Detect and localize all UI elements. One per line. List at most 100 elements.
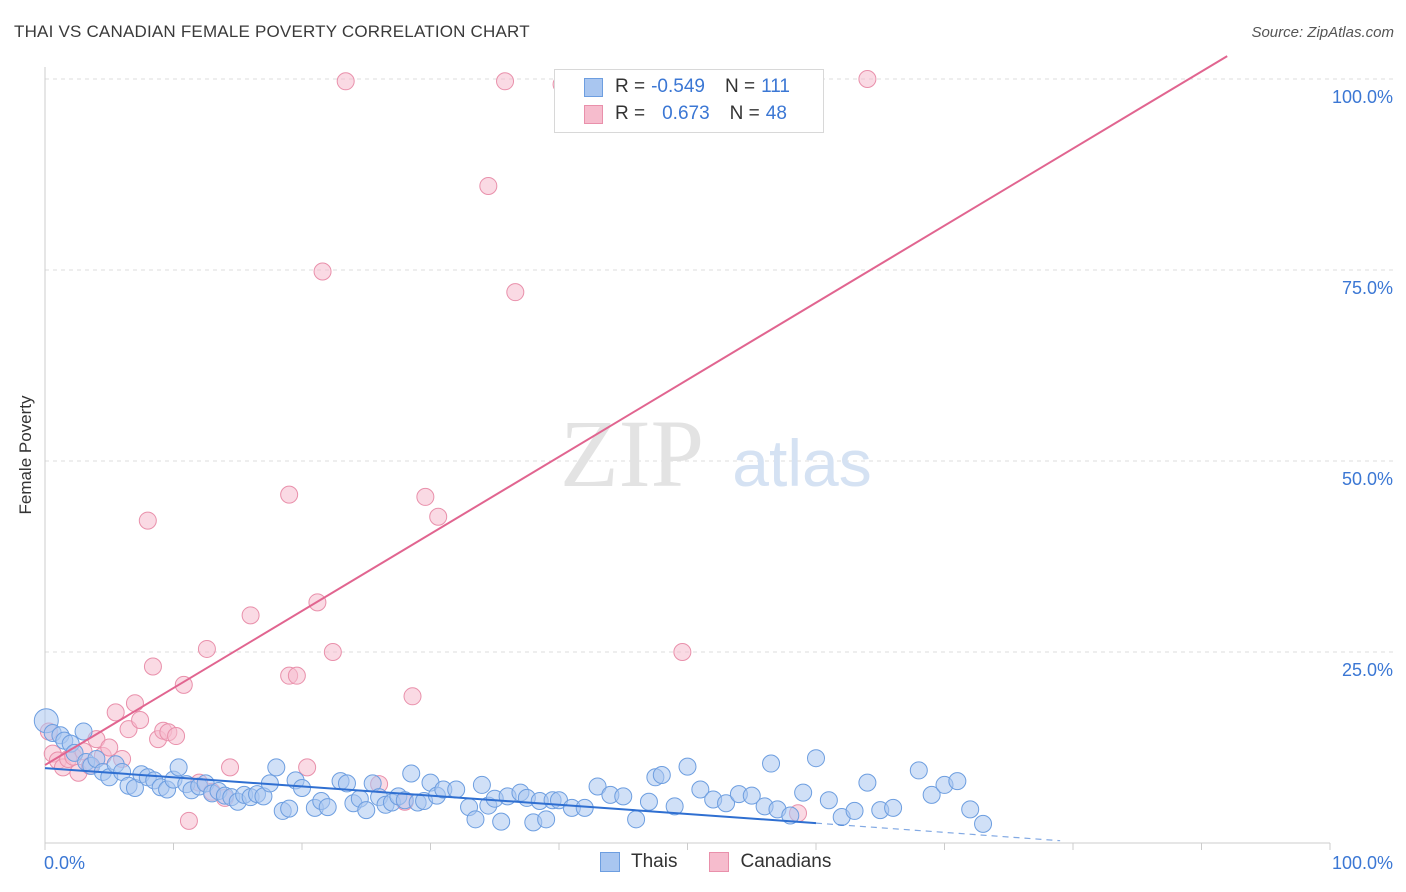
legend-item-thais[interactable]: Thais [600, 851, 677, 873]
legend-row-canadians: R = 0.673 N = 48 [555, 101, 787, 127]
series-legend: Thais Canadians [600, 851, 863, 873]
watermark-zip: ZIP [560, 400, 704, 507]
canadians-legend-swatch [709, 852, 730, 872]
thais-point [678, 757, 697, 776]
thais-point [169, 758, 188, 777]
trend-lines [44, 55, 1228, 842]
canadians-point [197, 639, 216, 658]
canadians-point [416, 487, 435, 506]
thais-point [614, 787, 633, 806]
canadians-point [143, 657, 162, 676]
canadians-point [323, 643, 342, 661]
canadians-legend-label: Canadians [740, 851, 832, 872]
thais-r-value: -0.549 [651, 76, 705, 97]
canadians-point [138, 511, 157, 530]
canadians-point [429, 507, 448, 526]
thais-point [492, 812, 511, 831]
chart-title: THAI VS CANADIAN FEMALE POVERTY CORRELAT… [14, 22, 530, 41]
thais-point [781, 806, 800, 825]
canadians-r-label: R = [615, 103, 646, 124]
source-label: Source: ZipAtlas.com [1251, 24, 1394, 41]
canadians-point [479, 176, 498, 195]
thais-point [402, 764, 421, 783]
thais-point [652, 766, 671, 785]
thais-point [537, 810, 556, 829]
thais-point [909, 761, 928, 780]
canadians-swatch [584, 104, 603, 124]
canadians-point [336, 72, 355, 91]
thais-point [267, 758, 286, 777]
x-tick-label-start: 0.0% [44, 853, 85, 873]
y-axis-label: Female Poverty [16, 395, 35, 515]
thais-point [961, 800, 980, 819]
y-tick-label: 100.0% [1332, 87, 1393, 107]
thais-point [74, 722, 93, 741]
thais-point [807, 749, 825, 768]
canadians-n-label: N = [729, 103, 760, 124]
canadians-point [174, 675, 193, 694]
watermark: ZIP atlas [560, 400, 872, 507]
thais-point [588, 777, 607, 796]
thais-legend-swatch [600, 852, 620, 872]
canadians-n-value: 48 [765, 103, 787, 124]
thais-point [472, 775, 491, 794]
thais-trend-extension [815, 822, 1061, 842]
canadians-point [221, 758, 240, 777]
thais-point [819, 791, 838, 810]
canadians-point [241, 606, 260, 625]
canadians-point [167, 727, 186, 746]
canadians-r-value: 0.673 [662, 103, 710, 124]
thais-point [845, 801, 864, 820]
thais-point [794, 783, 813, 802]
thais-point [357, 801, 376, 820]
thais-point [466, 810, 485, 829]
thais-point [293, 778, 311, 797]
canadians-point [131, 710, 150, 729]
legend-item-canadians[interactable]: Canadians [709, 851, 831, 873]
legend-row-thais: R = -0.549 N = 111 [555, 74, 790, 100]
canadians-point [403, 687, 422, 706]
canadians-point [106, 703, 125, 722]
thais-point [948, 772, 967, 791]
canadians-point [673, 643, 692, 661]
watermark-atlas: atlas [732, 426, 871, 500]
canadians-point [280, 485, 299, 504]
thais-n-label: N = [724, 76, 756, 97]
canadians-point [298, 758, 317, 777]
thais-points [33, 708, 993, 833]
x-tick-label-end: 100.0% [1332, 853, 1393, 873]
thais-point [974, 814, 993, 833]
thais-point [742, 786, 761, 805]
canadians-trend-line [44, 55, 1228, 766]
thais-point [665, 797, 684, 816]
canadians-point [313, 262, 332, 281]
thais-trend-line [44, 767, 817, 825]
canadians-point [179, 811, 198, 830]
thais-point [280, 799, 299, 818]
thais-point [691, 780, 710, 799]
canadians-point [496, 72, 515, 91]
y-tick-label: 50.0% [1342, 469, 1393, 489]
thais-r-label: R = [615, 76, 646, 97]
y-tick-label: 25.0% [1342, 660, 1393, 680]
y-tick-label: 75.0% [1342, 278, 1393, 298]
thais-point [717, 794, 736, 813]
canadians-point [125, 694, 144, 713]
canadians-point [100, 738, 119, 757]
canadians-point [287, 666, 306, 685]
thais-point [337, 774, 356, 793]
thais-point [447, 780, 466, 799]
canadians-point [858, 70, 877, 88]
thais-n-value: 111 [761, 76, 790, 97]
thais-point [318, 798, 337, 817]
thais-point [762, 754, 781, 773]
thais-point [627, 810, 646, 829]
thais-point [639, 792, 658, 811]
tick-labels: 25.0% 50.0% 75.0% 100.0% 0.0% 100.0% [44, 87, 1393, 873]
grid-lines [45, 78, 1395, 653]
thais-swatch [584, 77, 603, 97]
stats-legend: R = -0.549 N = 111 R = 0.673 N = 48 [554, 69, 824, 133]
thais-legend-label: Thais [631, 851, 678, 872]
thais-point [922, 785, 941, 804]
